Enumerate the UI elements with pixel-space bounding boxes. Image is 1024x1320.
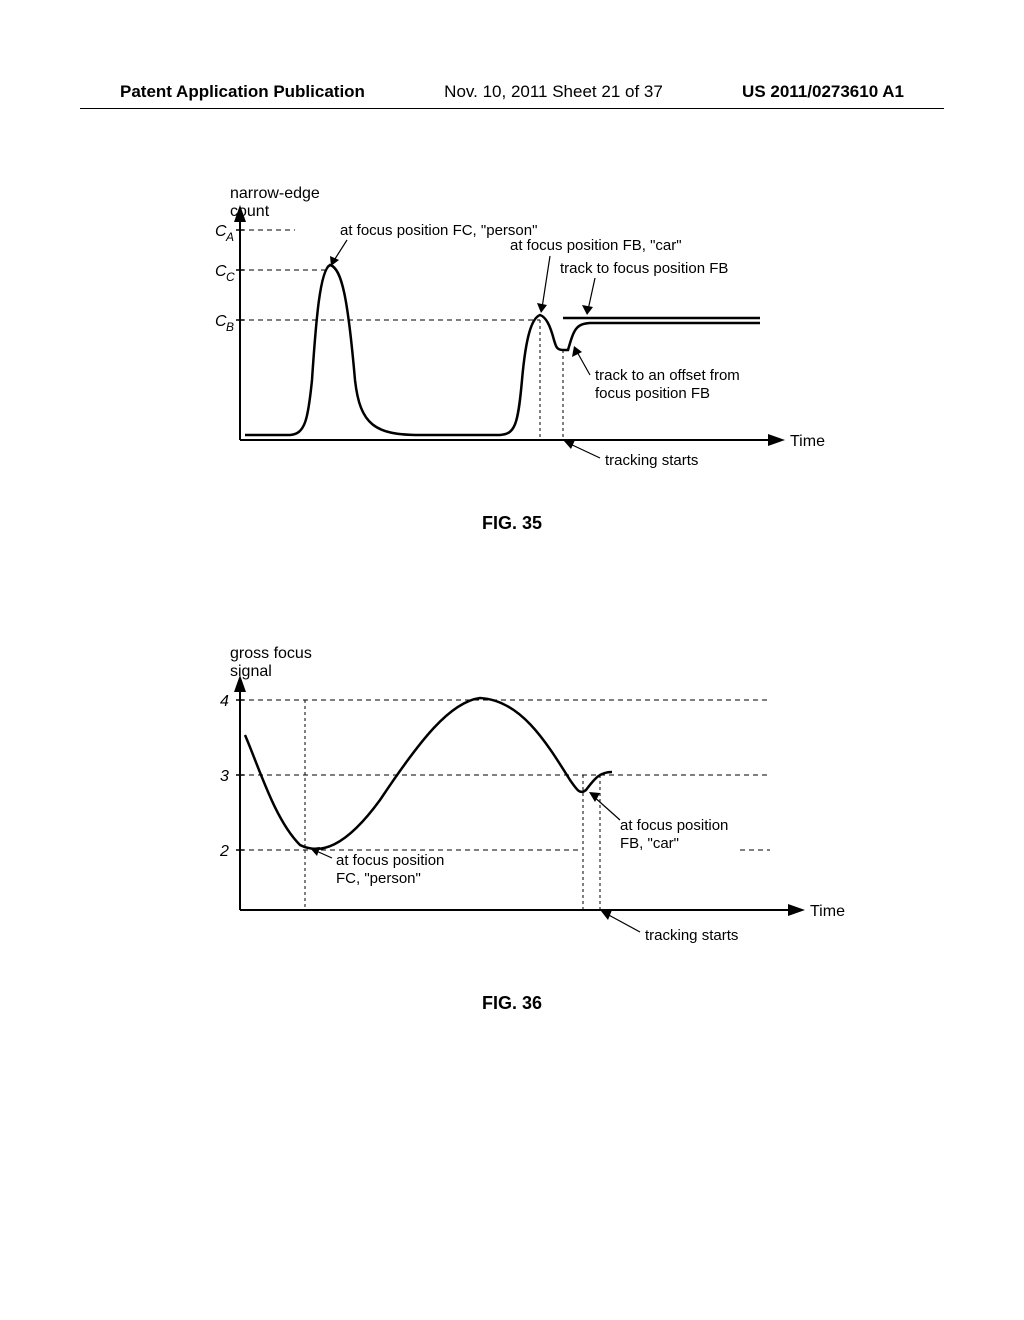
fig36-anno-fb1: at focus position: [620, 817, 728, 834]
figure-35: narrow-edge count Time C A C C C B at fo…: [0, 180, 1024, 534]
fig35-tick-cb-sub: B: [226, 320, 234, 334]
fig35-anno-trackfb-arrow-head: [582, 305, 593, 315]
fig35-anno-offset1: track to an offset from: [595, 367, 740, 384]
fig36-anno-tstart: tracking starts: [645, 927, 738, 944]
fig36-tick-4: 4: [220, 693, 229, 710]
fig36-anno-tstart-arrow-line: [605, 913, 640, 932]
header-center: Nov. 10, 2011 Sheet 21 of 37: [444, 82, 663, 102]
fig35-ylabel-1: narrow-edge: [230, 185, 320, 202]
fig35-anno-trackfb-arrow-line: [588, 278, 595, 310]
header-left: Patent Application Publication: [120, 82, 365, 102]
fig36-tick-2: 2: [219, 843, 229, 860]
fig36-ylabel-2: signal: [230, 663, 272, 680]
fig35-anno-tstart-arrow-line: [568, 443, 600, 458]
header-right: US 2011/0273610 A1: [742, 82, 904, 102]
fig35-anno-fb-arrow-head: [537, 303, 547, 313]
fig36-anno-tstart-arrow-head: [601, 910, 612, 920]
fig35-anno-fc-arrow-head: [330, 256, 339, 266]
fig35-anno-offset-arrow-head: [572, 346, 582, 357]
fig35-anno-fc: at focus position FC, "person": [340, 222, 537, 239]
fig36-anno-fc2: FC, "person": [336, 870, 421, 887]
fig36-xlabel: Time: [810, 903, 845, 920]
fig35-curve: [245, 265, 760, 435]
fig35-anno-offset2: focus position FB: [595, 385, 710, 402]
fig35-x-arrow: [768, 434, 785, 446]
page-header: Patent Application Publication Nov. 10, …: [0, 82, 1024, 102]
fig35-anno-tstart-arrow-head: [564, 440, 575, 449]
fig35-anno-trackfb: track to focus position FB: [560, 260, 728, 277]
fig36-caption: FIG. 36: [0, 993, 1024, 1014]
fig36-svg: gross focus signal Time 4 3 2 at focus p…: [120, 640, 900, 980]
fig35-svg: narrow-edge count Time C A C C C B at fo…: [120, 180, 900, 500]
fig35-tick-cc-sub: C: [226, 270, 235, 284]
fig36-tick-3: 3: [220, 768, 229, 785]
fig35-caption: FIG. 35: [0, 513, 1024, 534]
fig36-anno-fb2: FB, "car": [620, 835, 679, 852]
header-rule: [80, 108, 944, 109]
fig35-anno-tstart: tracking starts: [605, 452, 698, 469]
fig35-anno-fb-arrow-line: [542, 256, 550, 308]
fig36-anno-fc-arrow-head: [310, 847, 320, 856]
fig35-tick-ca-sub: A: [225, 230, 234, 244]
fig35-anno-fb: at focus position FB, "car": [510, 237, 682, 254]
fig36-x-arrow: [788, 904, 805, 916]
fig36-ylabel-1: gross focus: [230, 645, 312, 662]
fig36-anno-fc1: at focus position: [336, 852, 444, 869]
figure-36: gross focus signal Time 4 3 2 at focus p…: [0, 640, 1024, 1014]
fig36-curve: [245, 698, 612, 849]
fig35-xlabel: Time: [790, 433, 825, 450]
